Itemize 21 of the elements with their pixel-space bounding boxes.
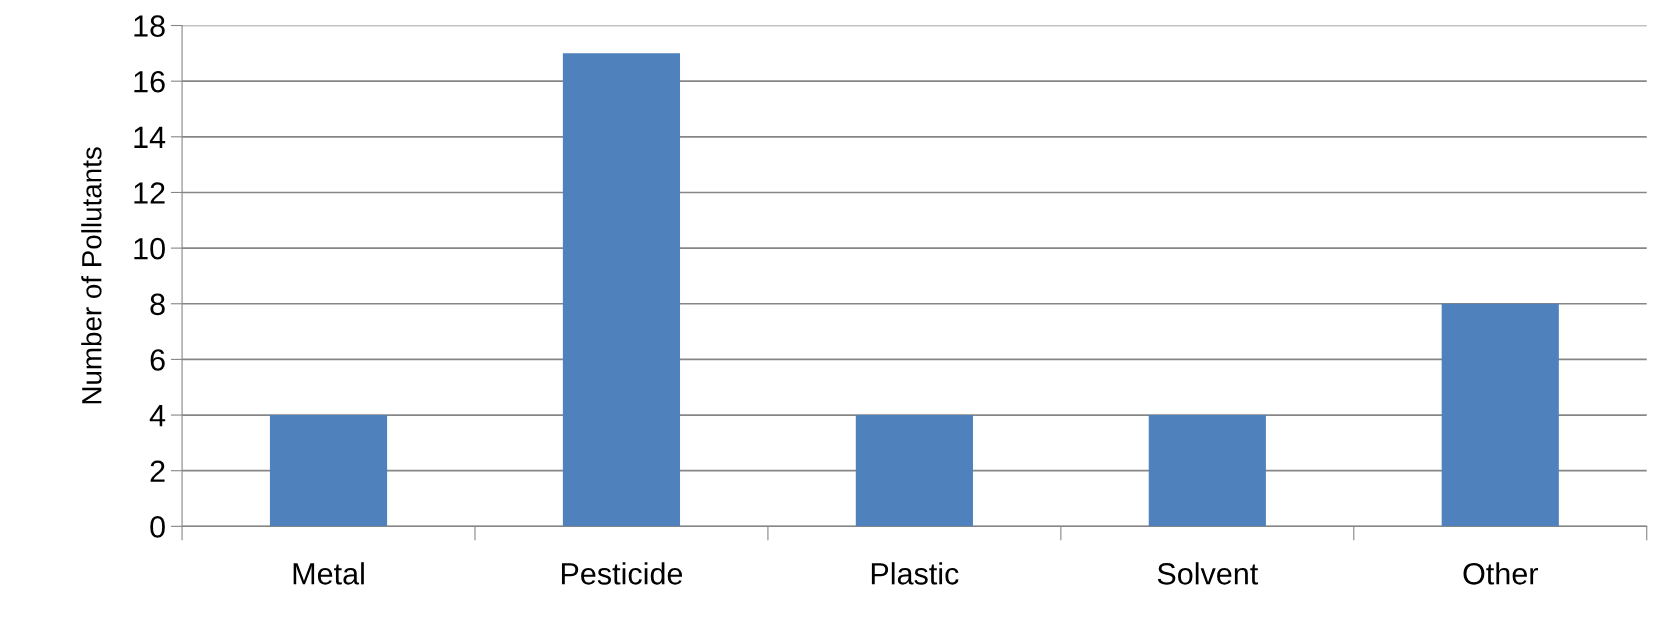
y-tick-label: 14	[134, 126, 166, 148]
y-tick-label: 10	[134, 237, 165, 260]
y-tick-label: 0	[150, 516, 165, 538]
y-tick-label: 16	[134, 70, 165, 93]
x-tick-label: Plastic	[871, 562, 959, 585]
bar	[855, 415, 973, 527]
x-tick-label: Pesticide	[561, 562, 683, 585]
x-tick-label: Solvent	[1157, 562, 1259, 585]
y-tick-label: 18	[134, 15, 165, 37]
y-tick-label: 4	[149, 405, 166, 427]
bar	[269, 415, 388, 527]
y-tick-label: 6	[150, 349, 165, 371]
y-tick-label: 2	[150, 460, 165, 482]
x-tick-label: Other	[1463, 562, 1538, 585]
bar	[562, 53, 681, 527]
bar	[1441, 303, 1559, 527]
x-tick-label: Metal	[293, 562, 364, 585]
y-axis-title: Number of Pollutants	[81, 147, 102, 404]
y-tick-label: 12	[134, 182, 165, 204]
bar	[1148, 415, 1266, 527]
y-tick-label: 8	[150, 293, 165, 316]
